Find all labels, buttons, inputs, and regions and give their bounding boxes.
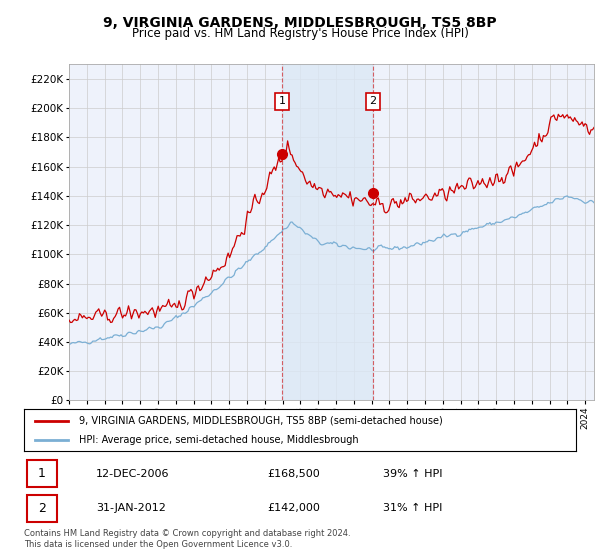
Text: 31% ↑ HPI: 31% ↑ HPI (383, 503, 442, 514)
Text: Price paid vs. HM Land Registry's House Price Index (HPI): Price paid vs. HM Land Registry's House … (131, 27, 469, 40)
Text: HPI: Average price, semi-detached house, Middlesbrough: HPI: Average price, semi-detached house,… (79, 435, 359, 445)
Text: 9, VIRGINIA GARDENS, MIDDLESBROUGH, TS5 8BP: 9, VIRGINIA GARDENS, MIDDLESBROUGH, TS5 … (103, 16, 497, 30)
Text: £168,500: £168,500 (267, 469, 320, 479)
Text: 39% ↑ HPI: 39% ↑ HPI (383, 469, 442, 479)
Text: Contains HM Land Registry data © Crown copyright and database right 2024.
This d: Contains HM Land Registry data © Crown c… (24, 529, 350, 549)
Bar (282, 64, 373, 400)
Text: 12-DEC-2006: 12-DEC-2006 (96, 469, 169, 479)
FancyBboxPatch shape (27, 460, 57, 487)
Text: 1: 1 (38, 467, 46, 480)
Text: 1: 1 (278, 96, 286, 106)
Text: 9, VIRGINIA GARDENS, MIDDLESBROUGH, TS5 8BP (semi-detached house): 9, VIRGINIA GARDENS, MIDDLESBROUGH, TS5 … (79, 416, 443, 426)
FancyBboxPatch shape (27, 495, 57, 522)
Text: 2: 2 (38, 502, 46, 515)
Text: 31-JAN-2012: 31-JAN-2012 (96, 503, 166, 514)
Text: £142,000: £142,000 (267, 503, 320, 514)
Text: 2: 2 (370, 96, 377, 106)
